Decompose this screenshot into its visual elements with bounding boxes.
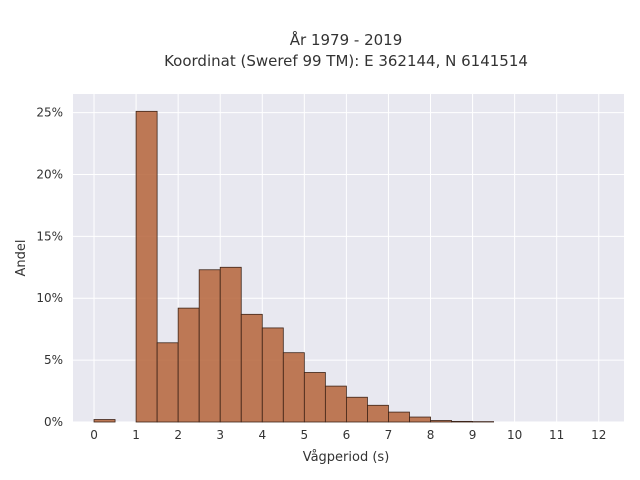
histogram-bar [156, 342, 179, 423]
histogram-bar [261, 327, 284, 423]
x-axis-label: Vågperiod (s) [303, 450, 390, 465]
histogram-bar [198, 269, 221, 423]
histogram-bar [388, 411, 410, 423]
x-tick-label: 4 [258, 428, 266, 442]
x-tick-label: 12 [591, 428, 606, 442]
x-tick-label: 3 [216, 428, 224, 442]
y-tick-label: 10% [36, 291, 63, 305]
y-axis-label: Andel [14, 240, 29, 277]
y-tick-label: 25% [36, 106, 63, 120]
chart-title-line1: År 1979 - 2019 [290, 30, 403, 49]
y-tick-labels: 0% 5% 10% 15% 20% 25% [36, 106, 63, 429]
histogram-bar [177, 307, 200, 423]
x-tick-label: 9 [469, 428, 477, 442]
x-tick-label: 7 [385, 428, 393, 442]
histogram-bar [409, 416, 431, 423]
histogram-bar [240, 313, 263, 423]
histogram-bars [93, 110, 495, 423]
histogram-bar [135, 110, 158, 423]
x-tick-label: 0 [90, 428, 98, 442]
y-tick-label: 20% [36, 167, 63, 181]
histogram-bar [303, 372, 326, 423]
x-tick-label: 2 [174, 428, 182, 442]
x-tick-label: 10 [507, 428, 522, 442]
histogram-bar [324, 385, 347, 423]
x-tick-labels: 0 1 2 3 4 5 6 7 8 9 10 11 12 [90, 428, 606, 442]
y-tick-label: 5% [44, 353, 63, 367]
histogram-bar [345, 396, 368, 423]
x-tick-label: 5 [301, 428, 309, 442]
y-tick-label: 0% [44, 415, 63, 429]
y-tick-label: 15% [36, 229, 63, 243]
histogram-bar [430, 420, 452, 423]
x-tick-label: 8 [427, 428, 435, 442]
x-tick-label: 1 [132, 428, 140, 442]
histogram-bar [93, 419, 116, 423]
x-tick-label: 11 [549, 428, 564, 442]
chart-title-line2: Koordinat (Sweref 99 TM): E 362144, N 61… [164, 52, 528, 70]
histogram-bar [367, 404, 389, 423]
histogram-bar [282, 352, 305, 423]
histogram-bar [451, 420, 473, 423]
x-tick-label: 6 [343, 428, 351, 442]
histogram-bar [219, 266, 242, 423]
